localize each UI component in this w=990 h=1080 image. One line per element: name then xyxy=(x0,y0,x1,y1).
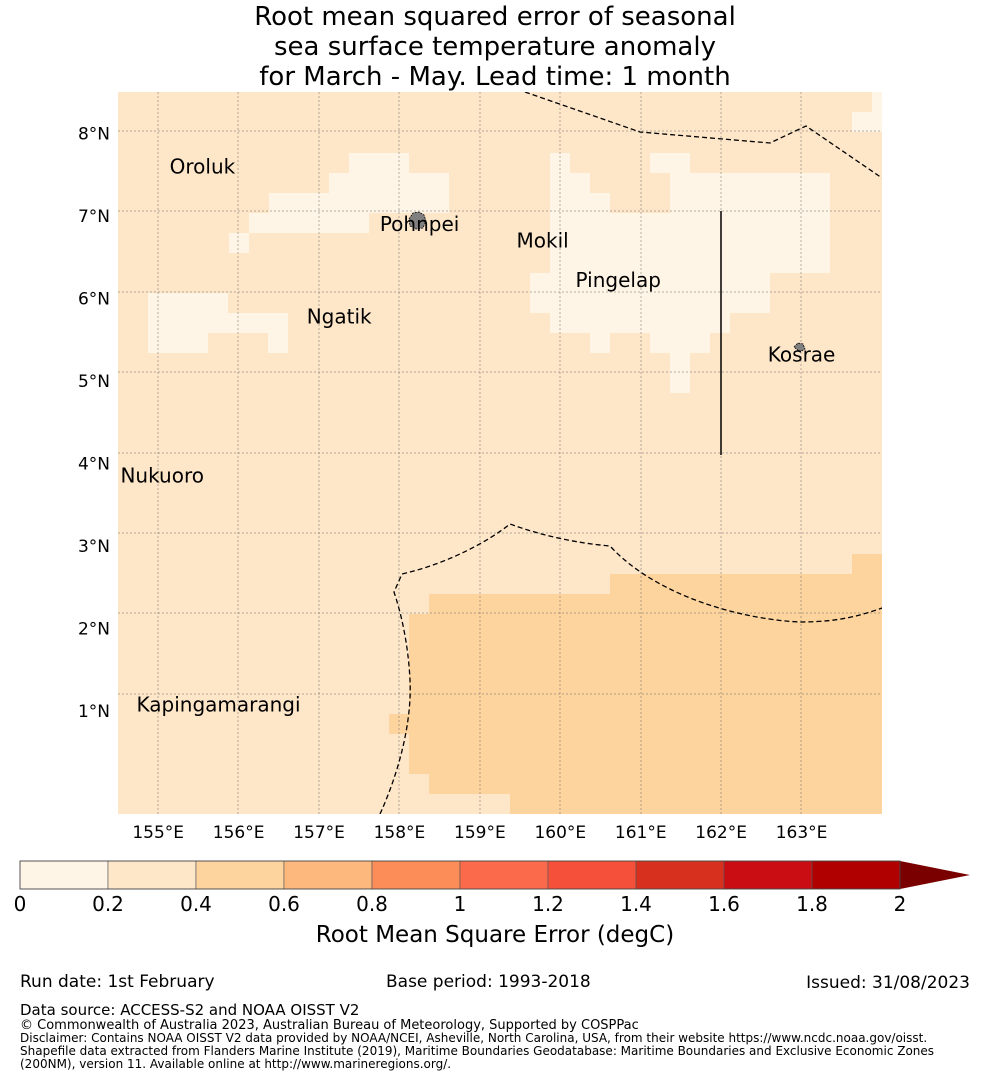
lon-tick-label: 163°E xyxy=(776,823,828,843)
island-label-pingelap: Pingelap xyxy=(576,268,661,292)
base-period: Base period: 1993-2018 xyxy=(386,972,591,992)
island-label-ngatik: Ngatik xyxy=(307,304,372,328)
island-label-nukuoro: Nukuoro xyxy=(120,464,204,488)
lat-tick-label: 3°N xyxy=(78,537,110,557)
colorbar-tick-label: 2 xyxy=(893,892,907,916)
eez-boundaries xyxy=(379,92,882,814)
lon-tick-label: 158°E xyxy=(374,823,426,843)
colorbar-tick-label: 1.6 xyxy=(708,892,740,916)
colorbar-bin xyxy=(283,860,373,890)
copyright: © Commonwealth of Australia 2023, Austra… xyxy=(20,1018,639,1033)
title-line-3: for March - May. Lead time: 1 month xyxy=(259,62,731,92)
island-label-oroluk: Oroluk xyxy=(170,154,236,178)
colorbar-tick-label: 0.6 xyxy=(268,892,300,916)
colorbar-bin xyxy=(195,860,285,890)
issued-date: Issued: 31/08/2023 xyxy=(806,973,970,993)
disclaimer-line-3: (200NM), version 11. Available online at… xyxy=(20,1057,452,1071)
island-label-kapingamarangi: Kapingamarangi xyxy=(137,692,301,716)
lon-tick-label: 157°E xyxy=(293,823,345,843)
lon-tick-label: 155°E xyxy=(132,823,184,843)
title-line-1: Root mean squared error of seasonal xyxy=(254,2,736,32)
lon-tick-label: 159°E xyxy=(454,823,506,843)
pohnpei-land xyxy=(408,211,427,230)
colorbar-tick-label: 0.2 xyxy=(92,892,124,916)
colorbar-extend-arrow xyxy=(900,861,970,889)
colorbar-bin xyxy=(635,860,725,890)
colorbar-tick-label: 1.2 xyxy=(532,892,564,916)
lon-tick-label: 160°E xyxy=(534,823,586,843)
lat-tick-label: 5°N xyxy=(78,372,110,392)
lat-tick-label: 2°N xyxy=(78,619,110,639)
colorbar-tick-label: 0 xyxy=(13,892,27,916)
colorbar-bin xyxy=(811,860,901,890)
lat-tick-label: 7°N xyxy=(78,207,110,227)
disclaimer-line-1: Disclaimer: Contains NOAA OISST V2 data … xyxy=(20,1031,928,1045)
latitude-tick-labels: 1°N 2°N 3°N 4°N 5°N 6°N 7°N 8°N xyxy=(78,124,110,722)
run-date: Run date: 1st February xyxy=(20,972,215,992)
lat-tick-label: 1°N xyxy=(78,702,110,722)
colorbar-bin xyxy=(107,860,197,890)
low-error-cells xyxy=(148,92,882,393)
data-source: Data source: ACCESS-S2 and NOAA OISST V2 xyxy=(20,1001,360,1019)
high-error-region xyxy=(389,554,882,814)
colorbar-bin xyxy=(723,860,813,890)
lon-tick-label: 156°E xyxy=(213,823,265,843)
colorbar xyxy=(19,860,970,890)
colorbar-tick-label: 1 xyxy=(453,892,467,916)
kosrae-land xyxy=(793,342,806,353)
lat-tick-label: 6°N xyxy=(78,289,110,309)
longitude-tick-labels: 155°E 156°E 157°E 158°E 159°E 160°E 161°E 162°E… xyxy=(132,823,827,843)
island-label-kosrae: Kosrae xyxy=(768,342,836,366)
colorbar-bin xyxy=(19,860,109,890)
colorbar-bin xyxy=(459,860,549,890)
colorbar-tick-label: 0.4 xyxy=(180,892,212,916)
colorbar-tick-label: 1.4 xyxy=(620,892,652,916)
colorbar-tick-label: 1.8 xyxy=(796,892,828,916)
land-shapes xyxy=(408,211,806,353)
title-line-2: sea surface temperature anomaly xyxy=(274,32,716,62)
colorbar-bin xyxy=(371,860,461,890)
lon-tick-label: 162°E xyxy=(695,823,747,843)
rmse-map: Oroluk Pohnpei Mokil Pingelap Ngatik Kosrae Nu… xyxy=(78,92,882,843)
colorbar-title: Root Mean Square Error (degC) xyxy=(315,922,675,948)
colorbar-bin xyxy=(547,860,637,890)
colorbar-frame xyxy=(19,860,901,890)
disclaimer-line-2: Shapefile data extracted from Flanders M… xyxy=(20,1044,935,1058)
island-label-pohnpei: Pohnpei xyxy=(380,212,460,236)
island-label-mokil: Mokil xyxy=(517,229,569,253)
lon-tick-label: 161°E xyxy=(615,823,667,843)
chart-title: Root mean squared error of seasonal sea … xyxy=(0,2,990,92)
island-labels: Oroluk Pohnpei Mokil Pingelap Ngatik Kosrae Nu… xyxy=(120,154,835,716)
colorbar-tick-label: 0.8 xyxy=(356,892,388,916)
lat-tick-label: 4°N xyxy=(78,454,110,474)
lat-tick-label: 8°N xyxy=(78,124,110,144)
